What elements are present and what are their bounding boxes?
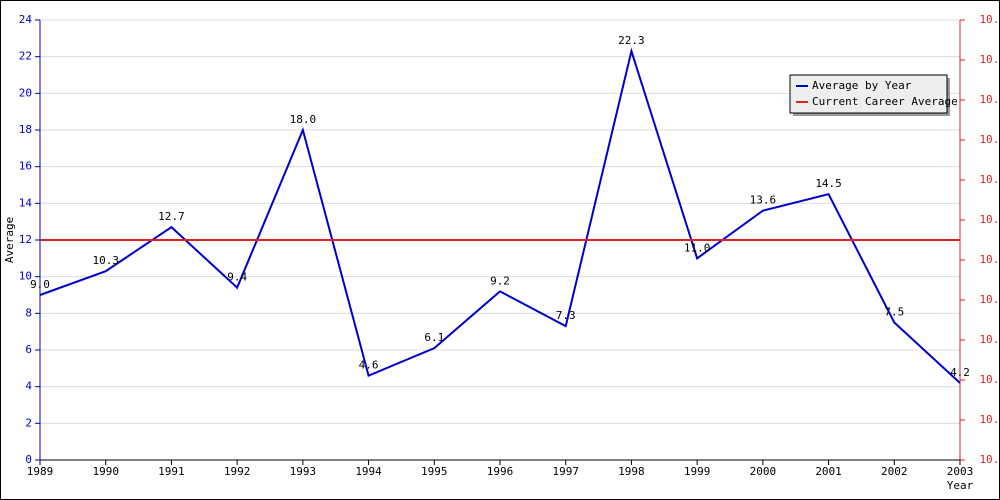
x-tick-label: 1995 [421, 465, 448, 478]
data-label: 10.3 [92, 254, 119, 267]
data-label: 4.2 [950, 366, 970, 379]
y-tick-label: 20 [19, 86, 32, 99]
x-tick-label: 1999 [684, 465, 711, 478]
y-tick-label: 6 [25, 343, 32, 356]
y-tick-label: 12 [19, 233, 32, 246]
x-tick-label: 1991 [158, 465, 185, 478]
data-label: 22.3 [618, 34, 645, 47]
y-axis-label: Average [3, 217, 16, 263]
x-tick-label: 1994 [355, 465, 382, 478]
data-label: 4.6 [359, 359, 379, 372]
x-tick-label: 1996 [487, 465, 514, 478]
y-tick-label: 2 [25, 416, 32, 429]
y2-tick-label: 10.22 [979, 413, 1000, 426]
data-label: 9.0 [30, 278, 50, 291]
legend-label: Current Career Average [812, 95, 958, 108]
x-tick-label: 1989 [27, 465, 54, 478]
y2-tick-label: 10.24 [979, 373, 1000, 386]
x-tick-label: 1990 [92, 465, 119, 478]
y-tick-label: 24 [19, 13, 33, 26]
y2-tick-label: 10.36 [979, 133, 1000, 146]
y2-tick-label: 10.28 [979, 293, 1000, 306]
x-tick-label: 1997 [552, 465, 579, 478]
y2-tick-label: 10.32 [979, 213, 1000, 226]
y2-tick-label: 10.34 [979, 173, 1000, 186]
y-tick-label: 4 [25, 380, 32, 393]
data-label: 14.5 [815, 177, 842, 190]
data-label: 11.0 [684, 241, 711, 254]
y-tick-label: 0 [25, 453, 32, 466]
x-tick-label: 2000 [750, 465, 777, 478]
y2-tick-label: 10.42 [979, 13, 1000, 26]
x-axis-label: Year [947, 479, 974, 492]
y2-tick-label: 10.30 [979, 253, 1000, 266]
x-tick-label: 2002 [881, 465, 908, 478]
y-tick-label: 14 [19, 196, 33, 209]
x-tick-label: 1998 [618, 465, 645, 478]
data-label: 9.2 [490, 274, 510, 287]
legend-label: Average by Year [812, 79, 912, 92]
data-label: 13.6 [750, 194, 777, 207]
data-label: 12.7 [158, 210, 185, 223]
y-tick-label: 10 [19, 270, 32, 283]
y-tick-label: 22 [19, 50, 32, 63]
series-line [39, 47, 961, 384]
x-tick-label: 2001 [815, 465, 842, 478]
y2-tick-label: 10.40 [979, 53, 1000, 66]
data-label: 7.3 [556, 309, 576, 322]
y2-tick-label: 10.26 [979, 333, 1000, 346]
data-label: 6.1 [424, 331, 444, 344]
legend: Average by Year Current Career Average [789, 74, 958, 116]
x-tick-label: 1993 [290, 465, 317, 478]
y-tick-label: 16 [19, 160, 32, 173]
data-label: 7.5 [884, 306, 904, 319]
y-tick-label: 8 [25, 306, 32, 319]
legend-box [789, 74, 948, 114]
x-tick-label: 1992 [224, 465, 251, 478]
y-tick-label: 18 [19, 123, 32, 136]
y2-tick-label: 10.38 [979, 93, 1000, 106]
x-tick-label: 2003 [947, 465, 974, 478]
data-label: 18.0 [290, 113, 317, 126]
data-label: 9.4 [227, 271, 247, 284]
y2-tick-label: 10.20 [979, 453, 1000, 466]
